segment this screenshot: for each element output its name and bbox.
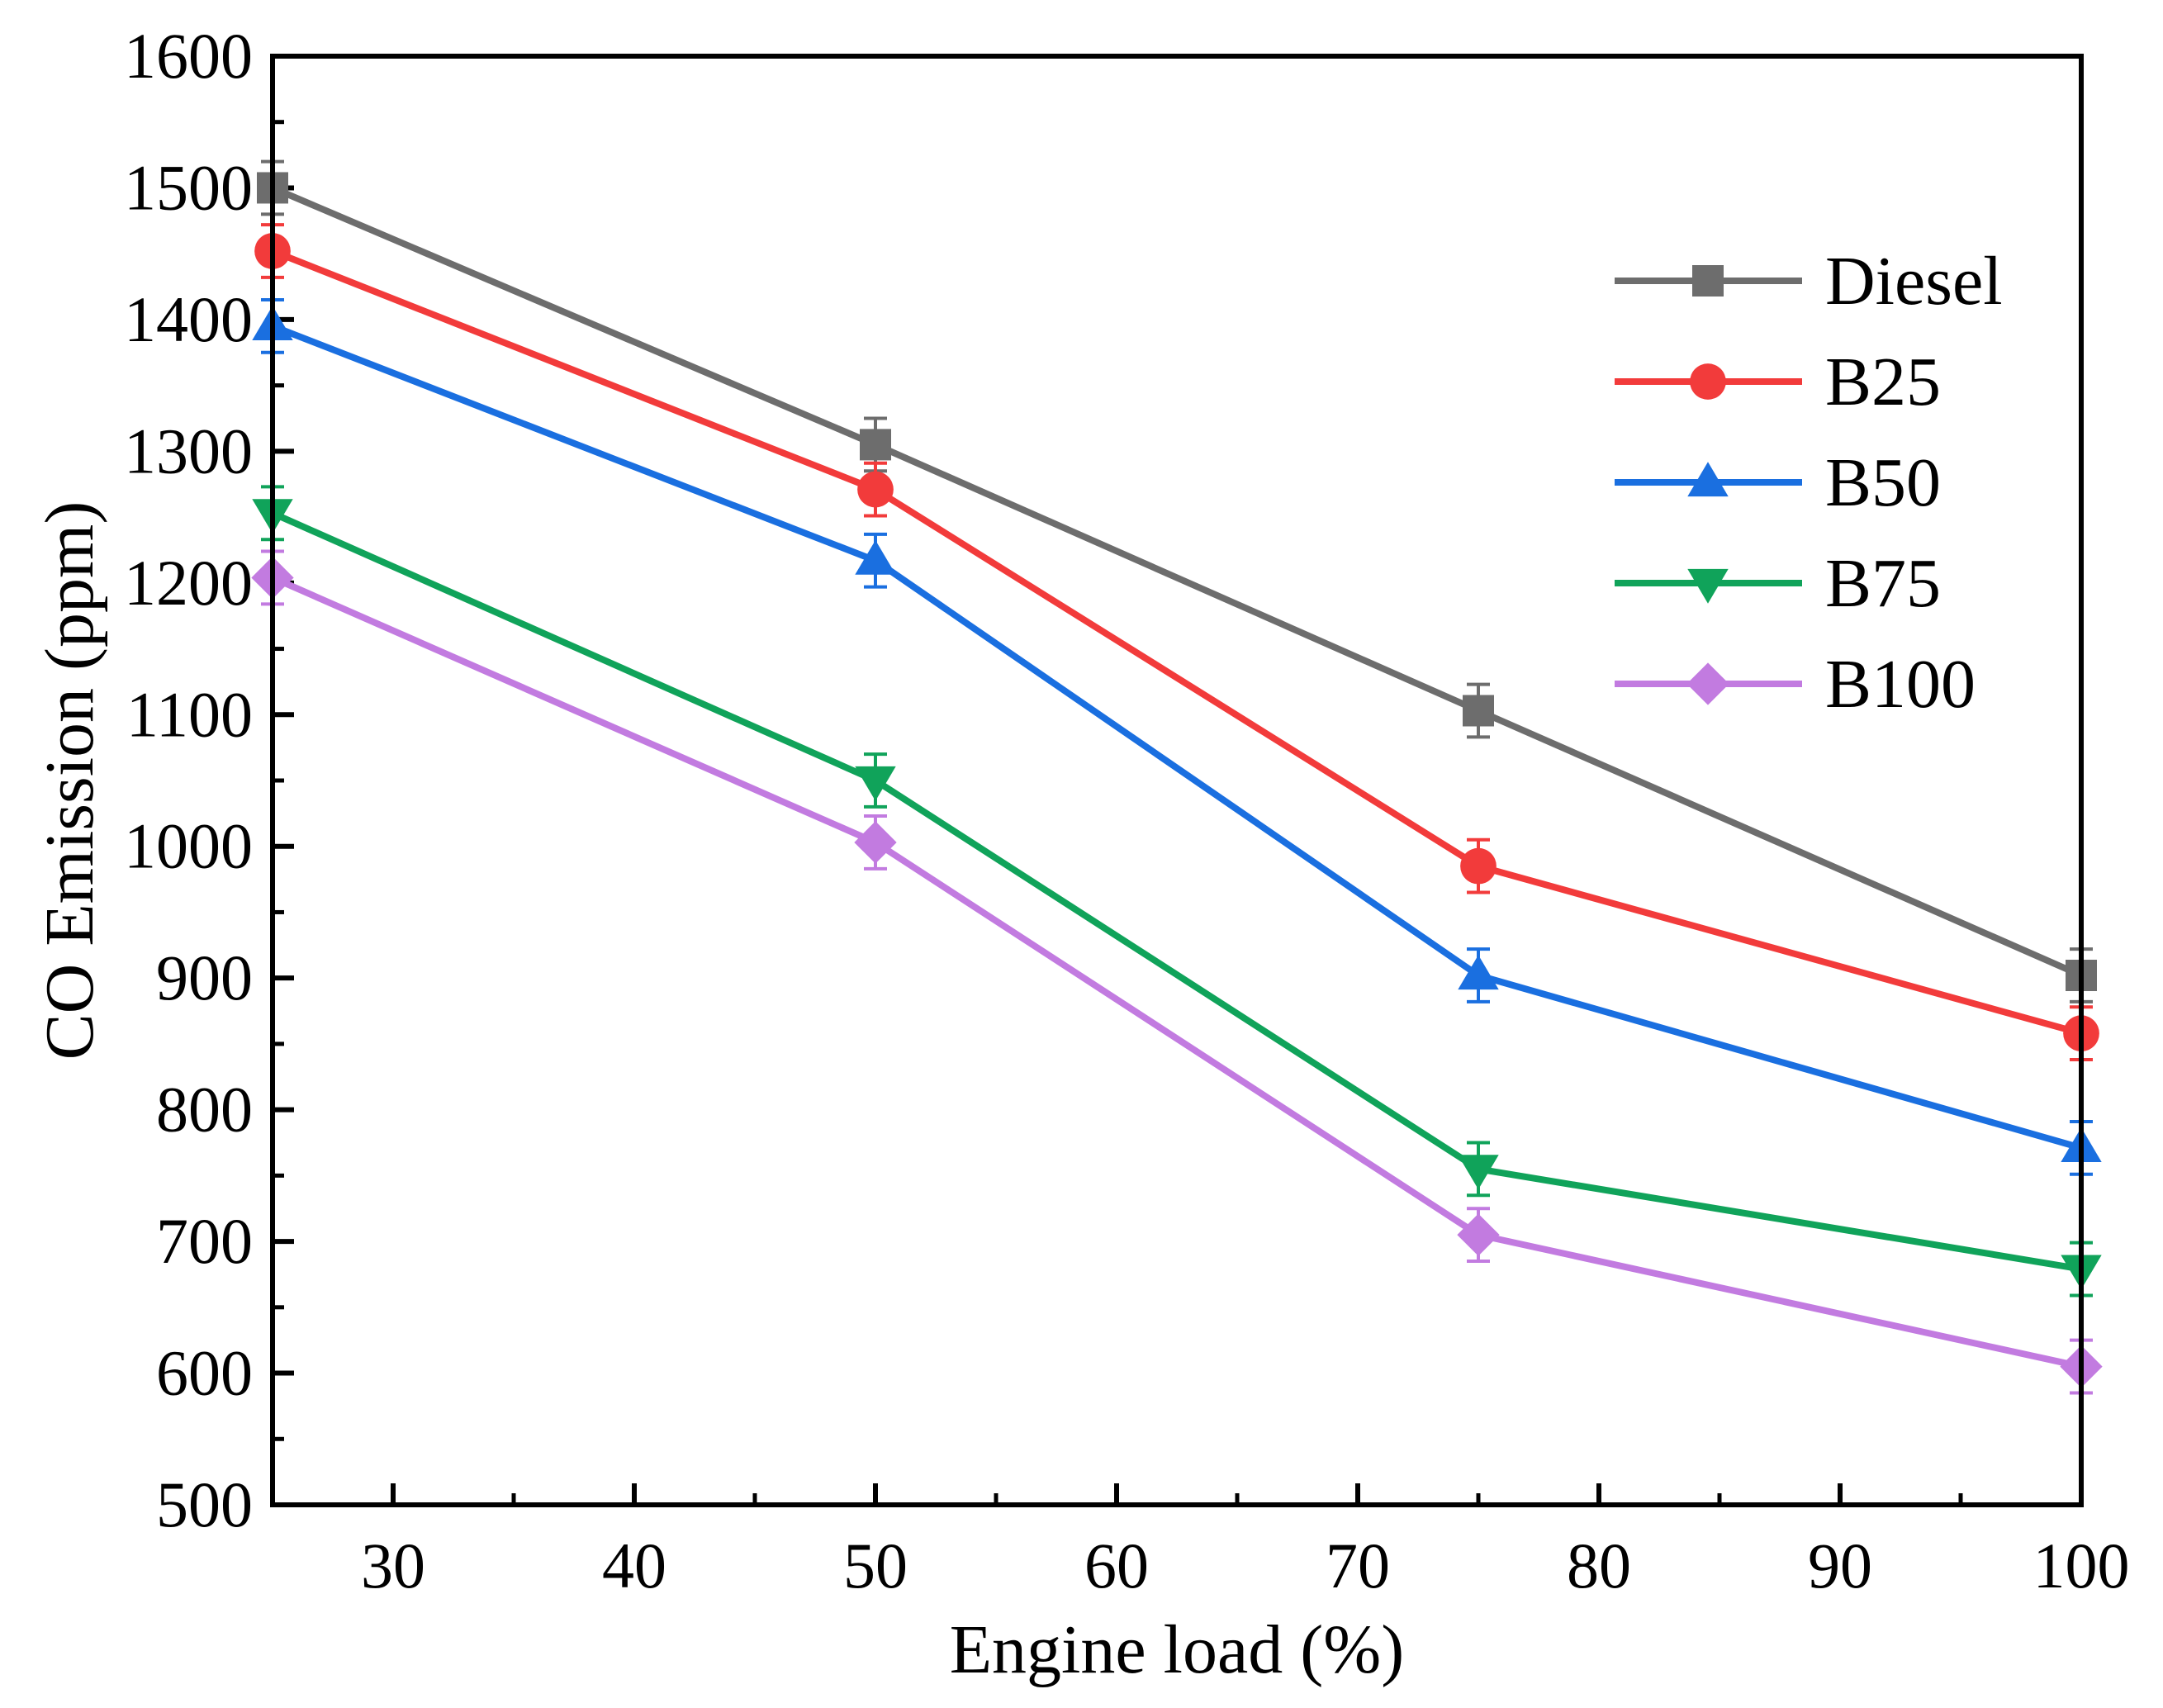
x-tick-label: 30: [361, 1530, 425, 1601]
b50-point: [1458, 955, 1499, 990]
b50-point: [855, 540, 896, 575]
x-tick-label: 90: [1808, 1530, 1872, 1601]
legend-label: Diesel: [1825, 243, 2003, 320]
plot-frame: [270, 54, 2084, 1507]
y-tick-label: 900: [156, 942, 253, 1013]
legend-label: B75: [1825, 545, 1941, 622]
legend-label: B100: [1825, 646, 1976, 723]
x-tick-label: 80: [1567, 1530, 1631, 1601]
y-tick-label: 1300: [124, 415, 253, 486]
series-b25: [254, 223, 2099, 1062]
b100-line: [271, 574, 2082, 1370]
series-b50: [252, 297, 2102, 1176]
y-tick-label: 1600: [124, 20, 253, 92]
y-tick-label: 1400: [124, 283, 253, 355]
b100-point: [854, 821, 897, 864]
legend-marker: [1686, 662, 1729, 705]
b100-point: [1457, 1213, 1500, 1256]
b50-line: [271, 323, 2083, 1151]
y-tick-label: 700: [156, 1205, 253, 1277]
b25-point: [1460, 847, 1497, 885]
y-tick-label: 1100: [126, 678, 253, 750]
x-tick-label: 100: [2033, 1530, 2130, 1601]
legend-item-b50: B50: [1615, 444, 1941, 521]
b75-point: [855, 766, 896, 801]
x-axis-title: Engine load (%): [950, 1611, 1404, 1688]
b25-point: [857, 471, 894, 508]
b25-line: [271, 248, 2083, 1037]
legend-item-b25: B25: [1615, 344, 1941, 420]
b75-point: [1458, 1155, 1499, 1190]
y-axis-title: CO Emission (ppm): [31, 501, 108, 1060]
diesel-point: [1463, 695, 1494, 727]
y-tick-label: 1000: [124, 810, 253, 882]
legend-marker: [1690, 363, 1726, 400]
b75-line: [271, 510, 2082, 1273]
diesel-line: [271, 184, 2083, 979]
legend-marker: [1687, 462, 1729, 497]
x-tick-label: 50: [843, 1530, 908, 1601]
series-b75: [252, 485, 2102, 1298]
x-tick-label: 60: [1084, 1530, 1149, 1601]
legend-label: B25: [1825, 344, 1941, 420]
legend-marker: [1692, 265, 1724, 297]
y-tick-label: 1500: [124, 151, 253, 223]
x-tick-label: 40: [602, 1530, 666, 1601]
y-tick-label: 600: [156, 1337, 253, 1409]
diesel-point: [860, 429, 891, 461]
y-tick-label: 500: [156, 1468, 253, 1540]
legend-label: B50: [1825, 444, 1941, 521]
legend-item-b100: B100: [1615, 646, 1976, 723]
legend-marker: [1687, 568, 1729, 604]
legend: Diesel B25 B50 B75 B100: [1615, 243, 2003, 723]
legend-item-diesel: Diesel: [1615, 243, 2003, 320]
y-tick-label: 800: [156, 1074, 253, 1146]
legend-item-b75: B75: [1615, 545, 1941, 622]
series-diesel: [257, 159, 2097, 1003]
series-lines: [251, 159, 2103, 1395]
y-tick-label: 1200: [124, 547, 253, 619]
axis-ticks: [273, 54, 2084, 1507]
tick-labels: 30 40 50 60 70 80 90 100 500 600 700 800 900 1000 1100…: [124, 20, 2130, 1601]
x-tick-label: 70: [1326, 1530, 1390, 1601]
